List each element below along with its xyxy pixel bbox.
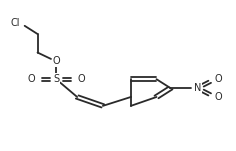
Text: O: O [28,74,35,84]
Text: N: N [194,83,201,93]
Text: O: O [215,92,222,102]
Text: S: S [53,74,59,84]
Text: O: O [215,74,222,84]
Text: O: O [52,56,60,66]
Text: Cl: Cl [11,18,20,28]
Text: O: O [77,74,85,84]
